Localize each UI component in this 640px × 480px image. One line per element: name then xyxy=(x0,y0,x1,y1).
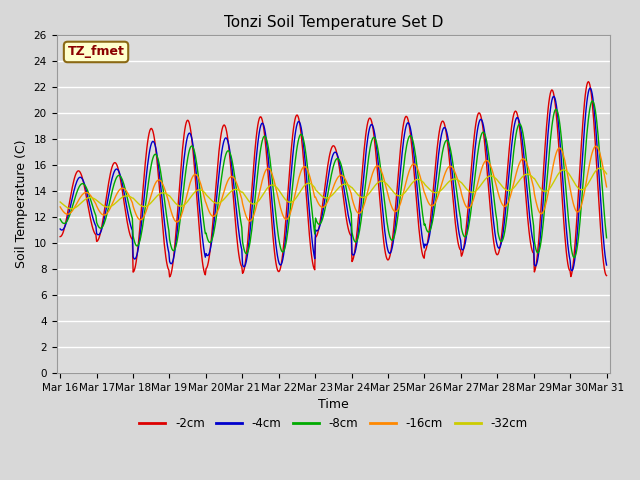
-8cm xyxy=(122,191,130,196)
-32cm xyxy=(401,190,408,196)
Text: TZ_fmet: TZ_fmet xyxy=(68,46,124,59)
-32cm xyxy=(603,171,611,177)
-2cm xyxy=(122,214,130,219)
-16cm xyxy=(179,209,186,215)
-4cm xyxy=(178,179,186,185)
-2cm xyxy=(603,273,611,278)
-8cm xyxy=(207,239,214,245)
-32cm xyxy=(179,203,186,209)
-16cm xyxy=(56,204,64,210)
-4cm xyxy=(56,226,64,232)
-2cm xyxy=(401,117,408,123)
-4cm xyxy=(568,268,575,274)
-32cm xyxy=(68,206,76,212)
Line: -2cm: -2cm xyxy=(60,82,607,277)
-2cm xyxy=(66,196,74,202)
-4cm xyxy=(122,202,130,207)
-8cm xyxy=(603,235,611,240)
Line: -32cm: -32cm xyxy=(60,168,607,209)
-4cm xyxy=(586,85,594,91)
-8cm xyxy=(56,216,64,222)
-32cm xyxy=(417,177,424,183)
-2cm xyxy=(56,234,64,240)
-16cm xyxy=(173,219,181,225)
X-axis label: Time: Time xyxy=(318,398,349,411)
Line: -4cm: -4cm xyxy=(60,88,607,271)
-8cm xyxy=(416,186,424,192)
-8cm xyxy=(570,255,578,261)
-8cm xyxy=(66,211,74,217)
-16cm xyxy=(592,144,600,149)
-32cm xyxy=(66,206,74,212)
-2cm xyxy=(166,274,173,280)
-8cm xyxy=(400,163,408,169)
-4cm xyxy=(66,205,74,211)
-2cm xyxy=(417,239,424,245)
-8cm xyxy=(178,203,186,209)
-2cm xyxy=(207,236,215,241)
-16cm xyxy=(417,174,424,180)
-16cm xyxy=(603,184,611,190)
-4cm xyxy=(400,137,408,143)
-16cm xyxy=(207,213,215,218)
-4cm xyxy=(207,245,214,251)
Title: Tonzi Soil Temperature Set D: Tonzi Soil Temperature Set D xyxy=(223,15,443,30)
Legend: -2cm, -4cm, -8cm, -16cm, -32cm: -2cm, -4cm, -8cm, -16cm, -32cm xyxy=(135,412,532,434)
-4cm xyxy=(603,262,611,268)
-32cm xyxy=(56,199,64,205)
Y-axis label: Soil Temperature (C): Soil Temperature (C) xyxy=(15,140,28,268)
-32cm xyxy=(124,193,131,199)
-2cm xyxy=(179,146,186,152)
-32cm xyxy=(596,165,604,171)
-16cm xyxy=(122,188,130,194)
-16cm xyxy=(66,210,74,216)
-4cm xyxy=(416,212,424,217)
-2cm xyxy=(584,79,592,84)
-16cm xyxy=(401,186,408,192)
-32cm xyxy=(207,197,215,203)
Line: -16cm: -16cm xyxy=(60,146,607,222)
-8cm xyxy=(588,98,596,104)
Line: -8cm: -8cm xyxy=(60,101,607,258)
